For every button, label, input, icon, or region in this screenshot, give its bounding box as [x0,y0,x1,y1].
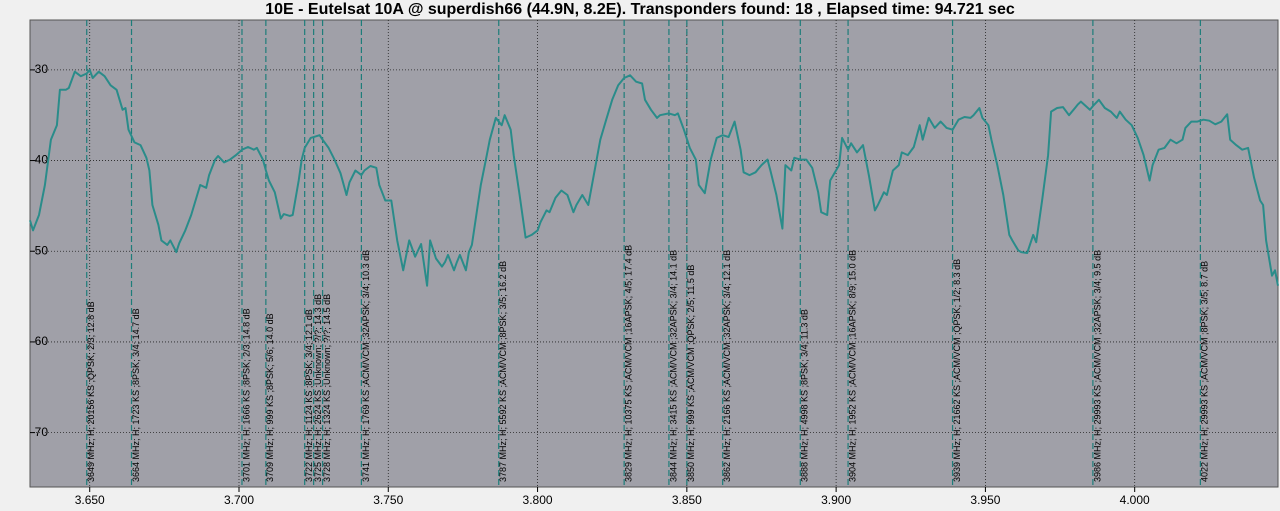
transponder-label: 3888 MHz; H; 4998 KS ;8PSK; 3/4; 11.3 dB [800,309,810,482]
transponder-label: 3709 MHz; H; 999 KS ;8PSK; 5/6; 14.0 dB [265,313,275,482]
x-tick-label: 3.750 [373,493,403,507]
transponder-label: 3862 MHz; H; 2166 KS ;ACM/VCM ;32APSK; 3… [722,250,732,482]
transponder-label: 3649 MHz; H; 20156 KS ;QPSK; 2/3; 12.8 d… [86,301,96,482]
spectrum-line [29,68,1279,287]
x-tick-label: 4.000 [1120,493,1150,507]
transponder-label: 3904 MHz; H; 1952 KS ;ACM/VCM ;16APSK; 8… [847,250,857,482]
transponder-label: 3664 MHz; H; 1723 KS ;8PSK; 3/4; 14.7 dB [131,308,141,482]
plot-area [29,19,1279,488]
transponder-label: 3701 MHz; H; 1666 KS ;8PSK; 2/3; 14.8 dB [241,308,251,482]
transponder-label: 4022 MHz; H; 29993 KS ;ACM/VCM ;8PSK; 3/… [1200,261,1210,482]
transponder-label: 3728 MHz; H; 1324 KS ;Unknown; ?/?; 14.5… [322,294,332,482]
y-tick-label: 40 [35,153,49,167]
transponder-label: 3844 MHz; H; 3415 KS ;ACM/VCM ;32APSK; 3… [668,250,678,482]
x-tick-label: 3.900 [821,493,851,507]
transponder-label: 3787 MHz; H; 5592 KS ;ACM/VCM ;8PSK; 3/5… [498,261,508,482]
transponder-label: 3829 MHz; H; 10375 KS ;ACM/VCM ;16APSK; … [624,245,634,482]
x-tick-label: 3.700 [224,493,254,507]
transponder-label: 3722 MHz; H; 1124 KS ;8PSK; 3/4; 12.1 dB [304,309,314,482]
x-tick-label: 3.800 [523,493,553,507]
x-tick-label: 3.950 [970,493,1000,507]
x-tick-label: 3.650 [75,493,105,507]
transponder-label: 3939 MHz; H; 21662 KS ;ACM/VCM ;QPSK; 1/… [952,259,962,482]
transponder-label: 3725 MHz; H; 2624 KS ;Unknown; ?/?; 14.3… [313,294,323,482]
transponder-label: 3741 MHz; H; 1769 KS ;ACM/VCM ;32APSK; 3… [361,250,371,482]
x-tick-label: 3.850 [672,493,702,507]
y-tick-label: 30 [35,62,49,76]
y-tick-label: 50 [35,243,49,257]
transponder-label: 3986 MHz; H; 29993 KS ;ACM/VCM ;32APSK; … [1092,250,1102,482]
y-tick-label: 70 [35,425,49,439]
transponder-label: 3850 MHz; H; 999 KS ;ACM/VCM ;QPSK; 2/5;… [686,265,696,482]
chart-title: 10E - Eutelsat 10A @ superdish66 (44.9N,… [265,1,1015,18]
y-tick-label: 60 [35,334,49,348]
